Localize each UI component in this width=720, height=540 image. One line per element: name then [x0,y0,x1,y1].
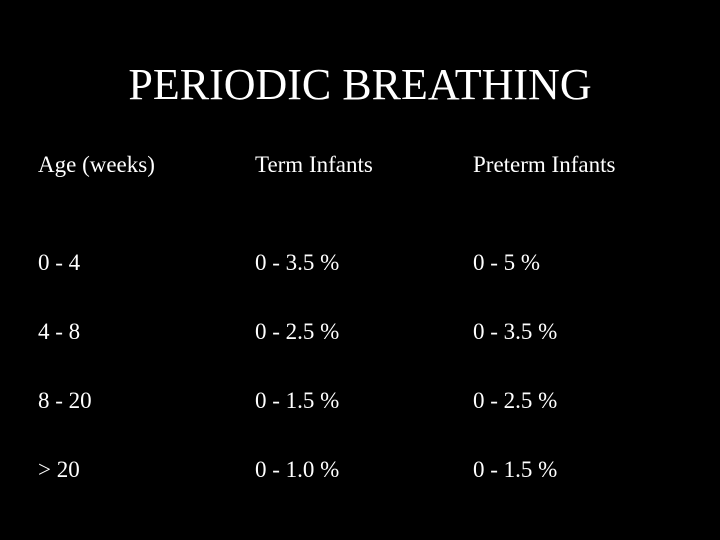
table-cell: 0 - 4 [38,250,81,275]
table-cell: 0 - 1.5 % [473,457,558,482]
table-cell: 0 - 5 % [473,250,541,275]
table-cell: 0 - 1.0 % [255,457,340,482]
header-cell: Term Infants [255,152,373,177]
slide-title: PERIODIC BREATHING [128,60,592,109]
table-cell: 0 - 3.5 % [473,319,558,344]
table-cell: 0 - 1.5 % [255,388,340,413]
table-cell: 8 - 20 [38,388,92,413]
table-cell: 0 - 2.5 % [473,388,558,413]
header-cell: Age (weeks) [38,152,155,177]
table-cell: > 20 [38,457,80,482]
table-cell: 0 - 3.5 % [255,250,340,275]
table-cell: 0 - 2.5 % [255,319,340,344]
header-cell: Preterm Infants [473,152,616,177]
table-cell: 4 - 8 [38,319,81,344]
